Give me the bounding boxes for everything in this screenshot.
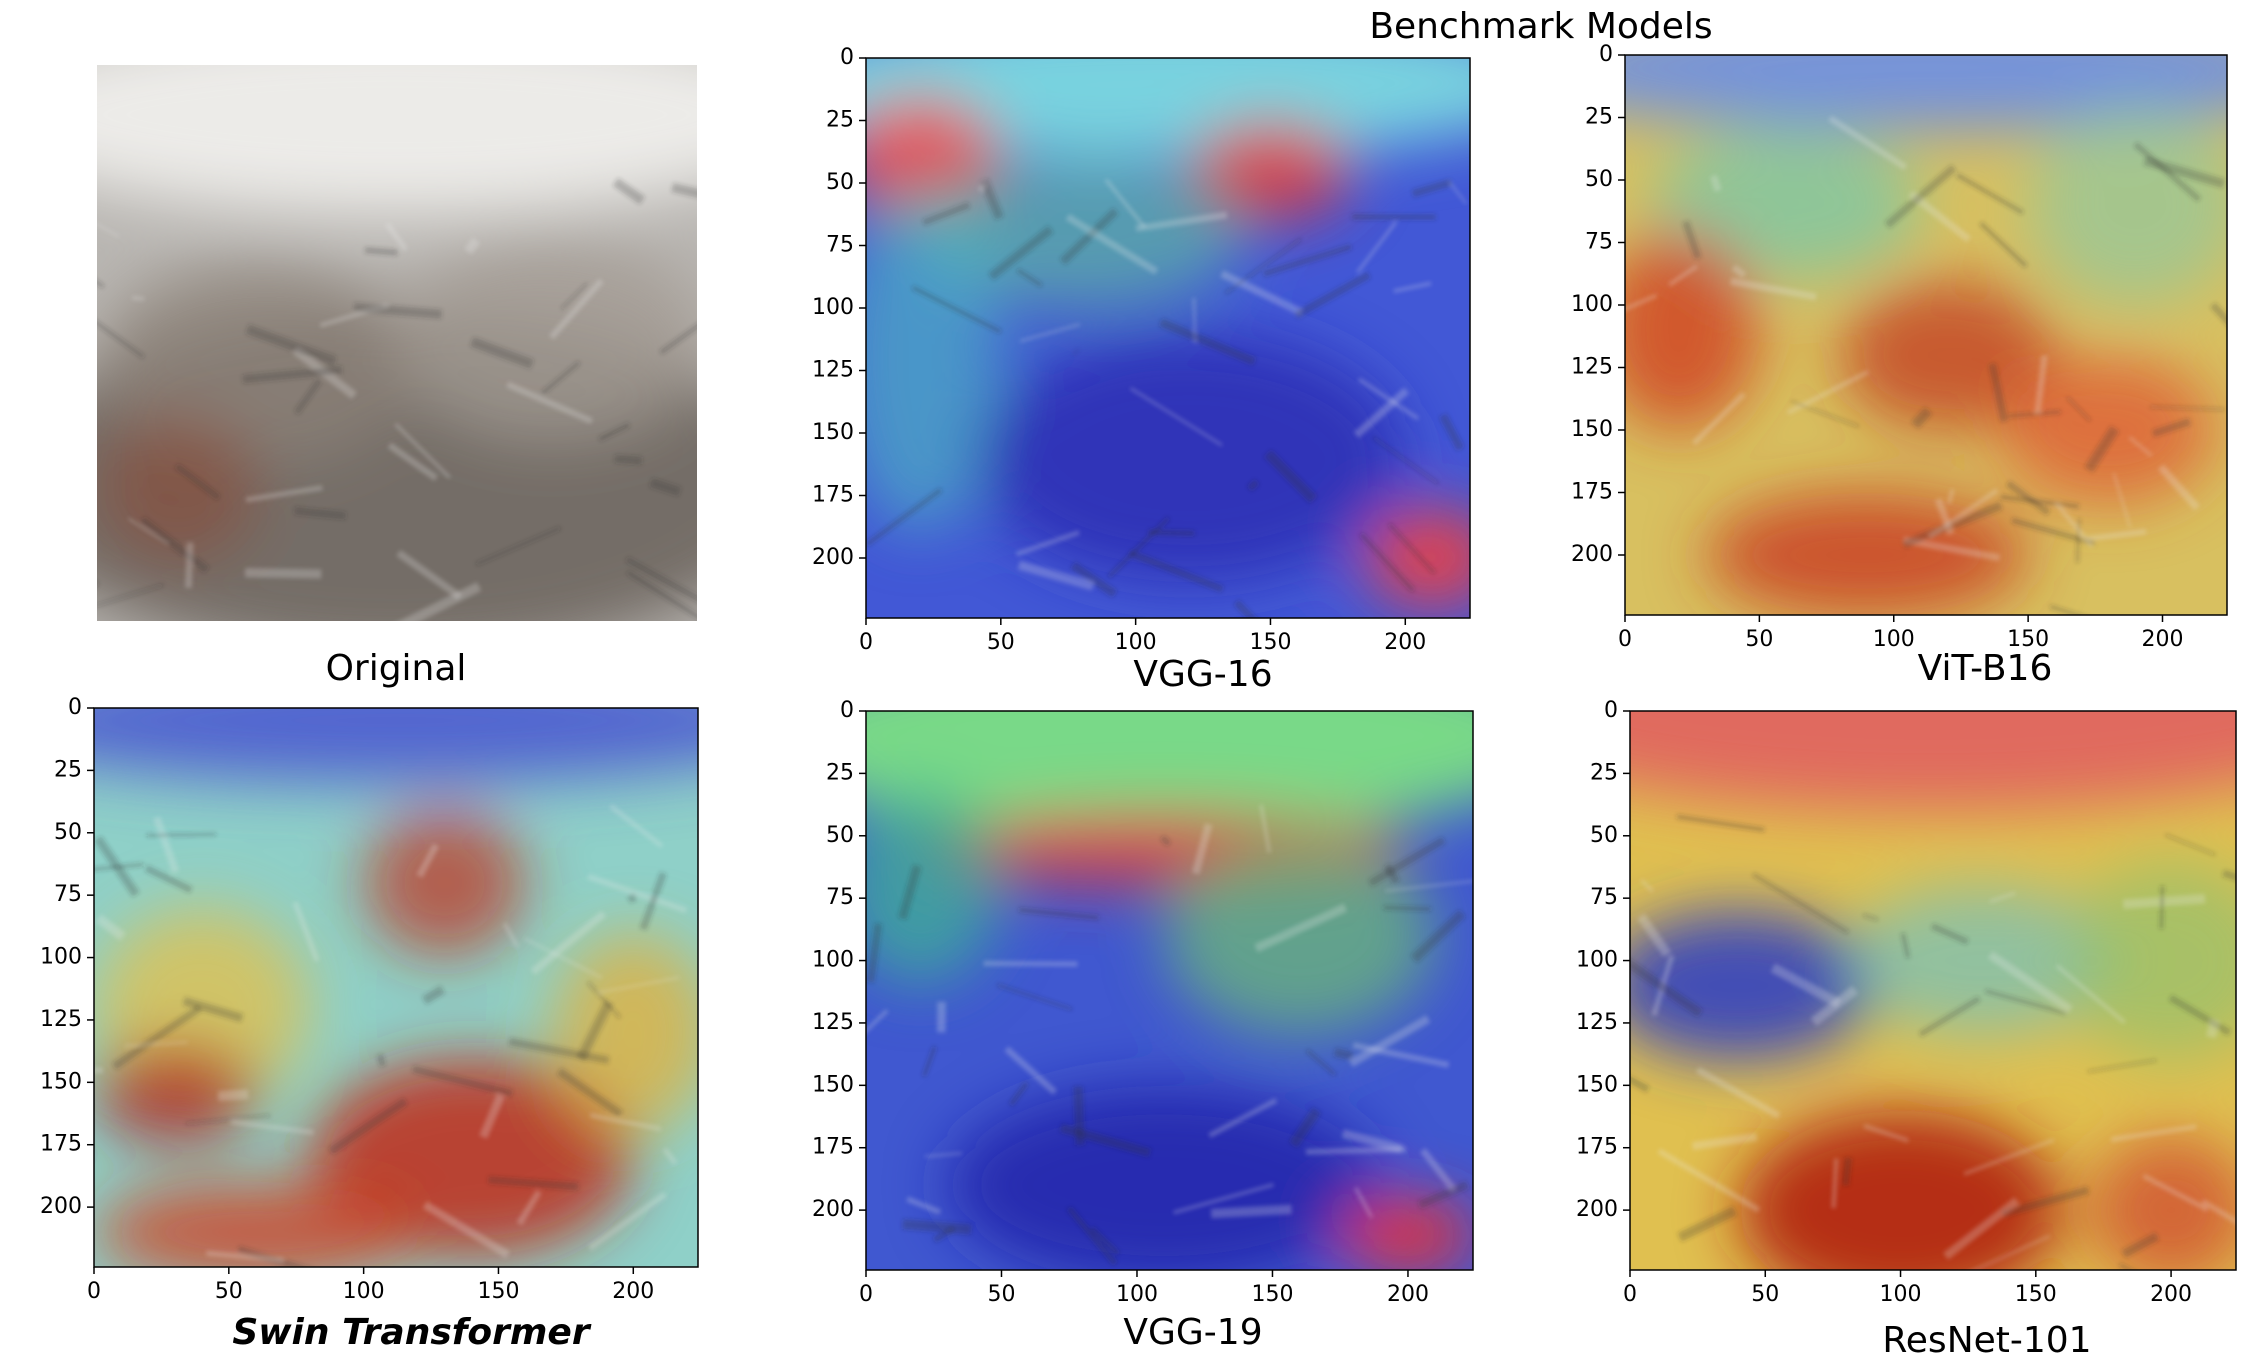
axes-frame — [1629, 710, 2237, 1271]
heatmap-image — [94, 708, 698, 1267]
x-tick-label: 50 — [987, 630, 1015, 655]
y-tick-label: 25 — [1590, 760, 1618, 785]
x-tick-label: 150 — [1249, 630, 1291, 655]
y-tick-label: 150 — [812, 1072, 854, 1097]
y-tick-label: 50 — [54, 820, 82, 845]
axes-frame — [93, 707, 699, 1268]
panel-label: ViT-B16 — [1918, 648, 2053, 689]
y-tick-label: 200 — [1571, 542, 1613, 567]
y-tick-label: 150 — [812, 420, 854, 445]
x-tick-label: 50 — [1751, 1282, 1779, 1307]
x-tick-label: 0 — [859, 630, 873, 655]
y-tick-label: 175 — [812, 1135, 854, 1160]
y-tick-label: 0 — [68, 695, 82, 720]
y-tick-label: 125 — [40, 1007, 82, 1032]
y-tick-label: 25 — [826, 760, 854, 785]
y-tick-label: 75 — [1590, 885, 1618, 910]
x-tick-label: 200 — [2142, 627, 2184, 652]
heatmap-image — [866, 711, 1473, 1270]
x-tick-label: 200 — [1384, 630, 1426, 655]
heatmap-image — [1630, 711, 2236, 1270]
axes-frame — [1624, 54, 2228, 616]
x-tick-label: 150 — [477, 1279, 519, 1304]
panel: ResNet-101 0 50 100 150 200 0 25 50 75 100 125 150 17… — [1576, 698, 2237, 1356]
y-tick-label: 175 — [40, 1132, 82, 1157]
y-tick-label: 25 — [54, 757, 82, 782]
y-tick-label: 0 — [1604, 698, 1618, 723]
x-tick-label: 200 — [612, 1279, 654, 1304]
x-tick-label: 150 — [2007, 627, 2049, 652]
x-tick-label: 50 — [987, 1282, 1015, 1307]
y-tick-label: 50 — [826, 823, 854, 848]
y-tick-label: 0 — [840, 698, 854, 723]
y-tick-label: 200 — [812, 1197, 854, 1222]
y-tick-label: 100 — [1571, 292, 1613, 317]
x-tick-label: 0 — [87, 1279, 101, 1304]
y-tick-label: 75 — [54, 882, 82, 907]
x-tick-label: 50 — [1745, 627, 1773, 652]
panel-label: ResNet-101 — [1882, 1320, 2091, 1356]
panel: ViT-B16 0 50 100 150 200 0 25 50 75 100 125 150 175 20… — [1571, 42, 2228, 689]
y-tick-label: 150 — [1571, 417, 1613, 442]
x-tick-label: 200 — [1387, 1282, 1429, 1307]
x-tick-label: 50 — [215, 1279, 243, 1304]
y-tick-label: 75 — [1585, 230, 1613, 255]
y-tick-label: 175 — [1576, 1135, 1618, 1160]
x-tick-label: 100 — [1115, 630, 1157, 655]
heatmap-image — [97, 65, 697, 621]
panel-label: Original — [326, 648, 467, 689]
heatmap-image — [866, 58, 1470, 618]
y-tick-label: 175 — [812, 483, 854, 508]
y-tick-label: 100 — [812, 295, 854, 320]
y-tick-label: 175 — [1571, 480, 1613, 505]
x-tick-label: 100 — [343, 1279, 385, 1304]
y-tick-label: 150 — [40, 1069, 82, 1094]
x-tick-label: 0 — [1623, 1282, 1637, 1307]
y-tick-label: 200 — [1576, 1197, 1618, 1222]
panel: Original — [97, 65, 697, 689]
panel: VGG-19 0 50 100 150 200 0 25 50 75 100 125 150 175 200 — [812, 698, 1474, 1353]
x-tick-label: 0 — [859, 1282, 873, 1307]
y-tick-label: 0 — [1599, 42, 1613, 67]
x-tick-label: 150 — [1251, 1282, 1293, 1307]
x-tick-label: 150 — [2015, 1282, 2057, 1307]
y-tick-label: 100 — [40, 945, 82, 970]
x-tick-label: 0 — [1618, 627, 1632, 652]
y-tick-label: 200 — [40, 1194, 82, 1219]
y-tick-label: 125 — [812, 358, 854, 383]
x-tick-label: 100 — [1116, 1282, 1158, 1307]
panel-label: Swin Transformer — [232, 1312, 591, 1353]
x-tick-label: 200 — [2150, 1282, 2192, 1307]
y-tick-label: 50 — [1590, 823, 1618, 848]
y-tick-label: 125 — [1576, 1010, 1618, 1035]
y-tick-label: 0 — [840, 45, 854, 70]
panel: VGG-16 0 50 100 150 200 0 25 50 75 100 125 150 175 200 — [812, 45, 1471, 695]
y-tick-label: 25 — [826, 108, 854, 133]
y-tick-label: 50 — [1585, 167, 1613, 192]
y-tick-label: 125 — [812, 1010, 854, 1035]
heatmap-image — [1625, 55, 2227, 615]
axes-frame — [865, 710, 1474, 1271]
y-tick-label: 100 — [812, 948, 854, 973]
panel-label: VGG-16 — [1133, 654, 1272, 695]
y-tick-label: 50 — [826, 170, 854, 195]
figure-title: Benchmark Models — [1369, 6, 1712, 47]
y-tick-label: 75 — [826, 233, 854, 258]
y-tick-label: 200 — [812, 545, 854, 570]
axes-frame — [865, 57, 1471, 619]
y-tick-label: 125 — [1571, 355, 1613, 380]
x-tick-label: 100 — [1880, 1282, 1922, 1307]
x-tick-label: 100 — [1873, 627, 1915, 652]
y-tick-label: 100 — [1576, 948, 1618, 973]
panel-label: VGG-19 — [1123, 1312, 1262, 1353]
panel: Swin Transformer 0 50 100 150 200 0 25 50 75 100 12… — [40, 695, 699, 1353]
y-tick-label: 75 — [826, 885, 854, 910]
y-tick-label: 150 — [1576, 1072, 1618, 1097]
y-tick-label: 25 — [1585, 105, 1613, 130]
